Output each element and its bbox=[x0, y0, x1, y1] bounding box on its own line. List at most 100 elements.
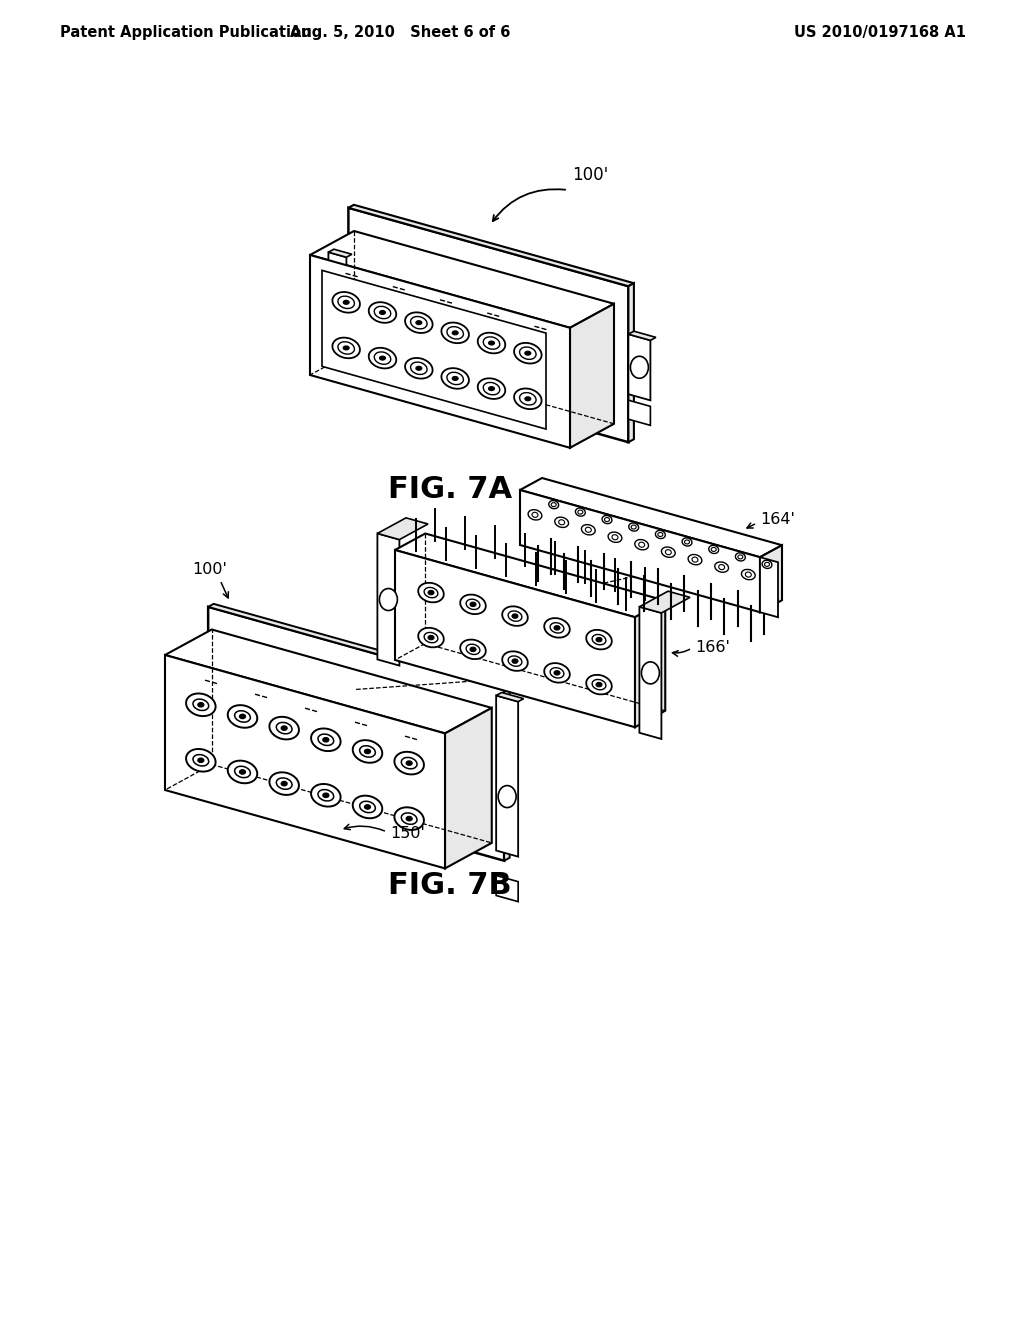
Ellipse shape bbox=[311, 784, 341, 807]
Ellipse shape bbox=[582, 524, 595, 535]
Ellipse shape bbox=[186, 748, 216, 772]
Ellipse shape bbox=[411, 362, 427, 375]
Polygon shape bbox=[208, 607, 504, 861]
Text: 100': 100' bbox=[572, 166, 608, 183]
Ellipse shape bbox=[684, 540, 689, 544]
Ellipse shape bbox=[365, 805, 371, 809]
Polygon shape bbox=[497, 693, 523, 702]
Ellipse shape bbox=[657, 532, 663, 536]
Polygon shape bbox=[504, 686, 510, 861]
Ellipse shape bbox=[502, 651, 527, 671]
Ellipse shape bbox=[401, 758, 417, 768]
Ellipse shape bbox=[394, 808, 424, 830]
Polygon shape bbox=[348, 207, 629, 442]
Polygon shape bbox=[395, 550, 635, 727]
Ellipse shape bbox=[380, 589, 397, 611]
Ellipse shape bbox=[240, 770, 246, 774]
Polygon shape bbox=[310, 231, 614, 327]
Text: FIG. 7B: FIG. 7B bbox=[388, 870, 512, 899]
Ellipse shape bbox=[282, 781, 287, 785]
Ellipse shape bbox=[602, 516, 612, 524]
Polygon shape bbox=[445, 708, 492, 869]
Ellipse shape bbox=[712, 548, 716, 552]
Ellipse shape bbox=[380, 356, 385, 360]
Ellipse shape bbox=[554, 626, 560, 630]
Ellipse shape bbox=[612, 535, 617, 540]
Ellipse shape bbox=[592, 635, 606, 644]
Polygon shape bbox=[629, 331, 656, 341]
Ellipse shape bbox=[323, 738, 329, 742]
Polygon shape bbox=[395, 533, 666, 618]
Polygon shape bbox=[520, 490, 760, 612]
Ellipse shape bbox=[735, 553, 745, 561]
Ellipse shape bbox=[478, 333, 505, 354]
Ellipse shape bbox=[234, 766, 250, 777]
Ellipse shape bbox=[428, 590, 434, 595]
Ellipse shape bbox=[227, 760, 257, 783]
Polygon shape bbox=[165, 630, 492, 734]
Ellipse shape bbox=[762, 560, 772, 569]
Ellipse shape bbox=[460, 640, 485, 659]
Text: 100': 100' bbox=[193, 562, 227, 578]
Ellipse shape bbox=[424, 587, 438, 598]
Ellipse shape bbox=[369, 302, 396, 323]
Ellipse shape bbox=[575, 508, 586, 516]
Ellipse shape bbox=[692, 557, 698, 562]
Text: FIG. 7A: FIG. 7A bbox=[388, 475, 512, 504]
Ellipse shape bbox=[514, 388, 542, 409]
Ellipse shape bbox=[453, 331, 458, 335]
Ellipse shape bbox=[269, 717, 299, 739]
Ellipse shape bbox=[406, 358, 432, 379]
Ellipse shape bbox=[227, 705, 257, 727]
Ellipse shape bbox=[394, 752, 424, 775]
Ellipse shape bbox=[512, 659, 518, 664]
Ellipse shape bbox=[369, 347, 396, 368]
Ellipse shape bbox=[359, 746, 376, 758]
Text: US 2010/0197168 A1: US 2010/0197168 A1 bbox=[794, 25, 966, 40]
Ellipse shape bbox=[631, 525, 636, 529]
Ellipse shape bbox=[639, 543, 645, 548]
Polygon shape bbox=[497, 696, 518, 857]
Ellipse shape bbox=[578, 510, 583, 513]
Ellipse shape bbox=[738, 554, 742, 558]
Ellipse shape bbox=[551, 503, 556, 507]
Ellipse shape bbox=[338, 342, 354, 354]
Ellipse shape bbox=[488, 341, 495, 345]
Ellipse shape bbox=[741, 569, 756, 579]
Ellipse shape bbox=[483, 337, 500, 350]
Ellipse shape bbox=[446, 326, 464, 339]
Ellipse shape bbox=[276, 722, 292, 734]
Ellipse shape bbox=[193, 700, 209, 710]
Polygon shape bbox=[629, 284, 634, 442]
Ellipse shape bbox=[498, 785, 516, 808]
Ellipse shape bbox=[352, 741, 382, 763]
Ellipse shape bbox=[502, 606, 527, 626]
Ellipse shape bbox=[604, 517, 609, 521]
Ellipse shape bbox=[719, 565, 725, 570]
Ellipse shape bbox=[655, 531, 666, 539]
Ellipse shape bbox=[592, 680, 606, 690]
Ellipse shape bbox=[338, 296, 354, 309]
Ellipse shape bbox=[688, 554, 701, 565]
Ellipse shape bbox=[745, 572, 752, 577]
Ellipse shape bbox=[483, 383, 500, 395]
Ellipse shape bbox=[470, 647, 476, 652]
Ellipse shape bbox=[466, 644, 480, 655]
Ellipse shape bbox=[555, 517, 568, 528]
Ellipse shape bbox=[666, 549, 672, 554]
Ellipse shape bbox=[596, 638, 602, 642]
Ellipse shape bbox=[333, 292, 359, 313]
Text: Patent Application Publication: Patent Application Publication bbox=[60, 25, 311, 40]
Ellipse shape bbox=[508, 656, 522, 667]
Ellipse shape bbox=[359, 801, 376, 813]
Polygon shape bbox=[329, 249, 352, 257]
Ellipse shape bbox=[411, 317, 427, 329]
Ellipse shape bbox=[488, 387, 495, 391]
Polygon shape bbox=[322, 271, 546, 429]
Polygon shape bbox=[378, 517, 428, 540]
Ellipse shape bbox=[586, 675, 611, 694]
Ellipse shape bbox=[586, 527, 591, 532]
Ellipse shape bbox=[418, 583, 443, 602]
Ellipse shape bbox=[631, 356, 648, 379]
Polygon shape bbox=[639, 591, 690, 612]
